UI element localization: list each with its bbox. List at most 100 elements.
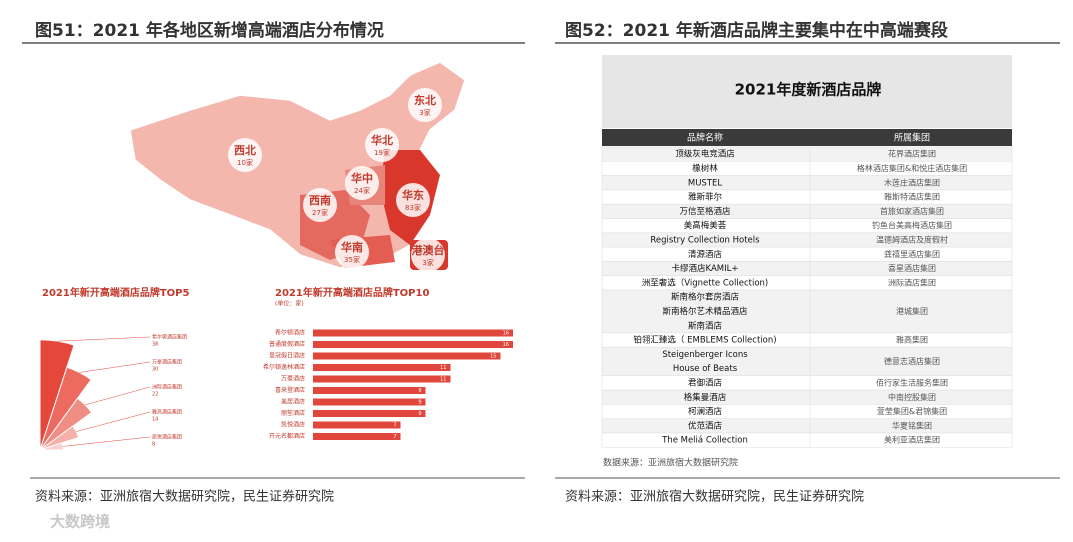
bar — [313, 398, 426, 406]
rose-wedge — [39, 425, 80, 451]
table-row — [601, 175, 1013, 191]
bar-value: 15 — [490, 354, 496, 360]
brand-cell: 顶级灰电竞酒店 — [675, 149, 735, 160]
group-cell: 美利亚酒店集团 — [884, 435, 940, 445]
table-banner — [602, 55, 1012, 128]
region-count: 3家 — [422, 258, 433, 267]
table-row — [601, 346, 1013, 377]
bar-value: 7 — [393, 423, 396, 429]
bar-value: 16 — [503, 342, 509, 348]
table-row — [601, 404, 1013, 419]
brand-cell: 斯南格尔艺术精品酒店 — [662, 306, 748, 317]
bar-value: 9 — [418, 400, 421, 406]
column-header: 品牌名称 — [687, 132, 723, 144]
bar — [313, 421, 401, 429]
leader — [85, 386, 151, 406]
bar-label: 开元名都酒店 — [269, 432, 305, 440]
bar — [313, 375, 451, 383]
rose-value: 8 — [152, 442, 155, 448]
rose-label: 洲际酒店集团 — [152, 384, 182, 391]
brand-cell: 柯澜酒店 — [688, 406, 723, 417]
bar-label: 普通度假酒店 — [269, 340, 305, 348]
table-row — [601, 289, 1013, 334]
bar — [313, 352, 501, 360]
region-bubble — [411, 238, 445, 272]
group-cell: 喜星酒店集团 — [888, 263, 936, 273]
group-cell: 港城集团 — [896, 306, 928, 316]
region-bubble — [228, 138, 262, 172]
bar — [313, 410, 426, 417]
figure-title: 图51：2021 年各地区新增高端酒店分布情况 — [35, 20, 384, 41]
region-count: 10家 — [237, 158, 253, 167]
brand-cell: 格集曼酒店 — [684, 392, 727, 403]
table-row — [601, 432, 1013, 448]
region-bubble — [365, 128, 399, 162]
brand-cell: MUSTEL — [688, 178, 723, 188]
watermark: 大数跨境 — [50, 513, 110, 531]
region-count: 27家 — [312, 208, 328, 217]
group-cell: 首旅如家酒店集团 — [880, 206, 944, 216]
rose-label: 凯悦酒店集团 — [152, 434, 182, 441]
brand-cell: 优范酒店 — [688, 420, 723, 431]
brand-cell: 万信至格酒店 — [679, 206, 731, 217]
leader — [62, 436, 151, 447]
region-count: 35家 — [344, 255, 360, 264]
table-row — [601, 146, 1013, 162]
bar-value: 16 — [503, 331, 509, 337]
bar-label: 喜来登酒店 — [275, 386, 305, 394]
region-name: 华南 — [341, 240, 363, 254]
region-name: 港澳台 — [412, 243, 445, 257]
table-row — [601, 389, 1013, 405]
table-row — [601, 203, 1013, 219]
region-name: 华北 — [371, 133, 393, 147]
column-header: 所属集团 — [894, 132, 930, 144]
bar-label: 凯悦酒店 — [281, 421, 305, 429]
rose-wedge — [39, 442, 64, 451]
rose-label: 希尔顿酒店集团 — [152, 334, 187, 341]
source: 资料来源：亚洲旅宿大数据研究院，民生证券研究院 — [35, 489, 334, 505]
group-cell: 钓鱼台美高梅酒店集团 — [872, 220, 952, 230]
brand-cell: The Meliá Collection — [661, 436, 748, 446]
brand-cell: 斯南格尔套房酒店 — [671, 292, 740, 303]
group-cell: 雅高集团 — [896, 335, 928, 345]
source: 资料来源：亚洲旅宿大数据研究院，民生证券研究院 — [565, 489, 864, 505]
bar-label: 希尔顿逸林酒店 — [263, 363, 305, 371]
bar — [313, 433, 401, 440]
group-cell: 木莲庄酒店集团 — [884, 177, 940, 187]
brand-cell: Steigenberger Icons — [662, 350, 748, 360]
chart-title: 2021年新开高端酒店品牌TOP5 — [42, 286, 189, 299]
region-name: 东北 — [414, 93, 436, 107]
rose-value: 22 — [152, 392, 158, 398]
group-cell: 中南控股集团 — [888, 392, 936, 402]
figure-title: 图52：2021 年新酒店品牌主要集中在中高端赛段 — [565, 20, 948, 41]
group-cell: 格林酒店集团&和悦庄酒店集团 — [857, 163, 967, 173]
rose-value: 30 — [152, 367, 158, 373]
rose-wedge — [39, 366, 92, 451]
leader — [57, 336, 151, 342]
group-cell: 佰行家生活服务集团 — [876, 377, 948, 387]
chart-subtitle: (单位：家) — [275, 300, 304, 308]
region-name: 西北 — [234, 143, 256, 157]
brand-cell: 橡树林 — [692, 163, 718, 174]
rose-label: 雅高酒店集团 — [152, 409, 182, 416]
brand-cell: 卡缪酒店KAMIL+ — [672, 263, 739, 274]
rose-value: 38 — [152, 342, 158, 348]
group-cell: 萱莹集团&君锦集团 — [877, 406, 947, 416]
bar-label: 丽笙酒店 — [281, 409, 305, 417]
region-bubble — [396, 183, 430, 217]
leader — [79, 361, 151, 373]
group-cell: 花界酒店集团 — [888, 149, 936, 159]
brand-cell: 美高梅美荟 — [684, 220, 727, 231]
brand-cell: House of Beats — [673, 364, 738, 374]
leader — [76, 411, 151, 432]
table-row — [601, 189, 1013, 205]
table-header — [602, 129, 1012, 146]
brand-cell: Registry Collection Hotels — [650, 235, 760, 245]
bar-value: 7 — [393, 434, 396, 440]
bar-value: 11 — [440, 365, 446, 371]
group-cell: 雅斯特酒店集团 — [884, 192, 940, 202]
bar-label: 希尔顿酒店 — [275, 329, 305, 337]
brand-cell: 雅斯菲尔 — [688, 192, 723, 203]
bar-value: 9 — [418, 411, 421, 417]
